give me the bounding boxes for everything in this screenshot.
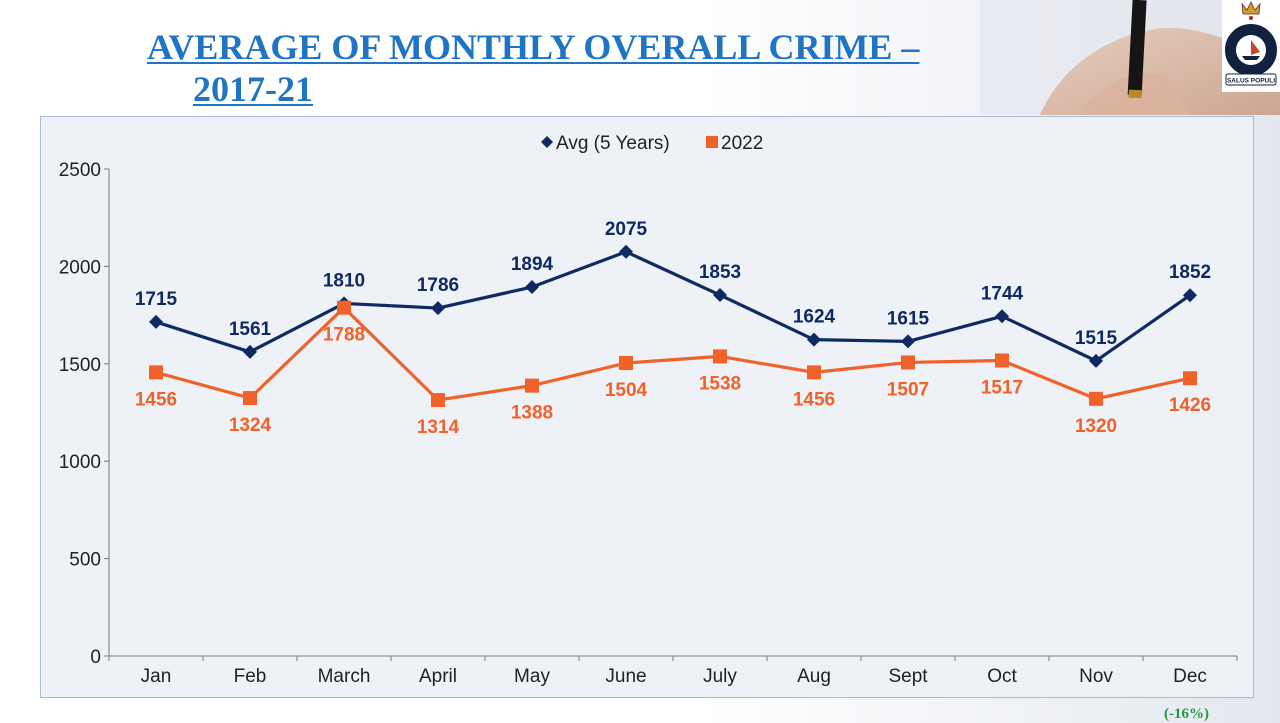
data-label: 1624 bbox=[793, 307, 836, 328]
x-tick-label: Nov bbox=[1079, 666, 1113, 687]
data-point-diamond bbox=[243, 344, 257, 359]
data-point-square bbox=[525, 378, 539, 393]
data-label: 1538 bbox=[699, 373, 741, 394]
police-logo: SALUS POPULI bbox=[1222, 0, 1280, 92]
legend: Avg (5 Years) 2022 bbox=[541, 133, 763, 154]
data-label: 1894 bbox=[511, 254, 554, 275]
data-point-diamond bbox=[901, 334, 915, 349]
y-tick-label: 2000 bbox=[59, 257, 101, 278]
x-tick-label: March bbox=[318, 666, 371, 687]
x-tick-label: Dec bbox=[1173, 666, 1207, 687]
chart-panel: 0 500 1000 1500 2000 2500 Jan Feb March April May J… bbox=[40, 116, 1254, 698]
y-tick-label: 2500 bbox=[59, 160, 101, 181]
data-point-diamond bbox=[525, 280, 539, 295]
slide-title-line1: AVERAGE OF MONTHLY OVERALL CRIME – bbox=[147, 27, 920, 67]
data-label: 1615 bbox=[887, 308, 930, 329]
series-line bbox=[155, 250, 1191, 363]
data-point-diamond bbox=[1183, 288, 1197, 303]
slide-title: AVERAGE OF MONTHLY OVERALL CRIME – 2017-… bbox=[147, 26, 919, 110]
data-label: 1561 bbox=[229, 319, 272, 340]
data-label: 1788 bbox=[323, 325, 365, 346]
x-tick-label: June bbox=[605, 666, 646, 687]
percent-change-footnote: (-16%) bbox=[1164, 706, 1209, 722]
series-2022: 1456 1324 1788 1314 1388 1504 1538 1456 1507 1517… bbox=[135, 300, 1211, 438]
data-label: 2075 bbox=[605, 219, 648, 240]
data-label: 1517 bbox=[981, 377, 1023, 398]
x-tick-label: Jan bbox=[141, 666, 172, 687]
data-point-square bbox=[431, 393, 445, 408]
svg-text:SALUS POPULI: SALUS POPULI bbox=[1227, 78, 1275, 85]
data-label: 1324 bbox=[229, 415, 272, 436]
y-tick-label: 1500 bbox=[59, 355, 101, 376]
data-label: 1507 bbox=[887, 379, 929, 400]
series-avg-5-years: 1715 1561 1810 1786 1894 2075 1853 1624 1615 1744… bbox=[135, 219, 1211, 368]
legend-marker-2022 bbox=[706, 136, 718, 148]
data-point-square bbox=[243, 391, 257, 406]
legend-label-2022: 2022 bbox=[721, 133, 763, 154]
slide-title-line2: 2017-21 bbox=[193, 69, 313, 109]
line-chart: 0 500 1000 1500 2000 2500 Jan Feb March April May J… bbox=[59, 133, 1238, 687]
data-point-diamond bbox=[1089, 353, 1103, 368]
x-tick-label: Oct bbox=[987, 666, 1017, 687]
data-label: 1456 bbox=[135, 389, 177, 410]
data-point-diamond bbox=[995, 309, 1009, 324]
data-label: 1320 bbox=[1075, 416, 1117, 437]
data-point-square bbox=[1183, 371, 1197, 386]
data-point-square bbox=[337, 300, 351, 315]
data-point-square bbox=[901, 355, 915, 370]
series-line bbox=[155, 306, 1191, 402]
data-point-diamond bbox=[431, 301, 445, 316]
data-point-square bbox=[149, 365, 163, 380]
data-label: 1715 bbox=[135, 289, 178, 310]
x-tick-label: May bbox=[514, 666, 550, 687]
data-point-square bbox=[1089, 391, 1103, 406]
data-label: 1853 bbox=[699, 262, 741, 283]
data-point-square bbox=[619, 356, 633, 371]
legend-marker-avg bbox=[541, 136, 553, 148]
data-label: 1786 bbox=[417, 275, 459, 296]
data-label: 1852 bbox=[1169, 262, 1211, 283]
data-point-square bbox=[995, 353, 1009, 368]
data-label: 1456 bbox=[793, 389, 835, 410]
data-point-square bbox=[713, 349, 727, 364]
x-tick-label: Sept bbox=[888, 666, 928, 687]
data-point-diamond bbox=[713, 288, 727, 303]
x-tick-label: July bbox=[703, 666, 737, 687]
data-point-square bbox=[807, 365, 821, 380]
y-tick-label: 0 bbox=[90, 647, 101, 668]
x-tick-label: Feb bbox=[234, 666, 267, 687]
x-tick-label: Aug bbox=[797, 666, 831, 687]
data-label: 1314 bbox=[417, 417, 460, 438]
data-label: 1810 bbox=[323, 270, 365, 291]
x-tick-label: April bbox=[419, 666, 457, 687]
data-point-diamond bbox=[619, 244, 633, 259]
y-tick-label: 1000 bbox=[59, 452, 101, 473]
data-point-diamond bbox=[149, 314, 163, 329]
legend-label-avg: Avg (5 Years) bbox=[556, 133, 670, 154]
data-label: 1388 bbox=[511, 403, 553, 424]
data-label: 1504 bbox=[605, 380, 648, 401]
data-label: 1744 bbox=[981, 283, 1024, 304]
data-label: 1515 bbox=[1075, 328, 1118, 349]
y-tick-label: 500 bbox=[69, 550, 101, 571]
data-label: 1426 bbox=[1169, 395, 1211, 416]
data-point-diamond bbox=[807, 332, 821, 347]
